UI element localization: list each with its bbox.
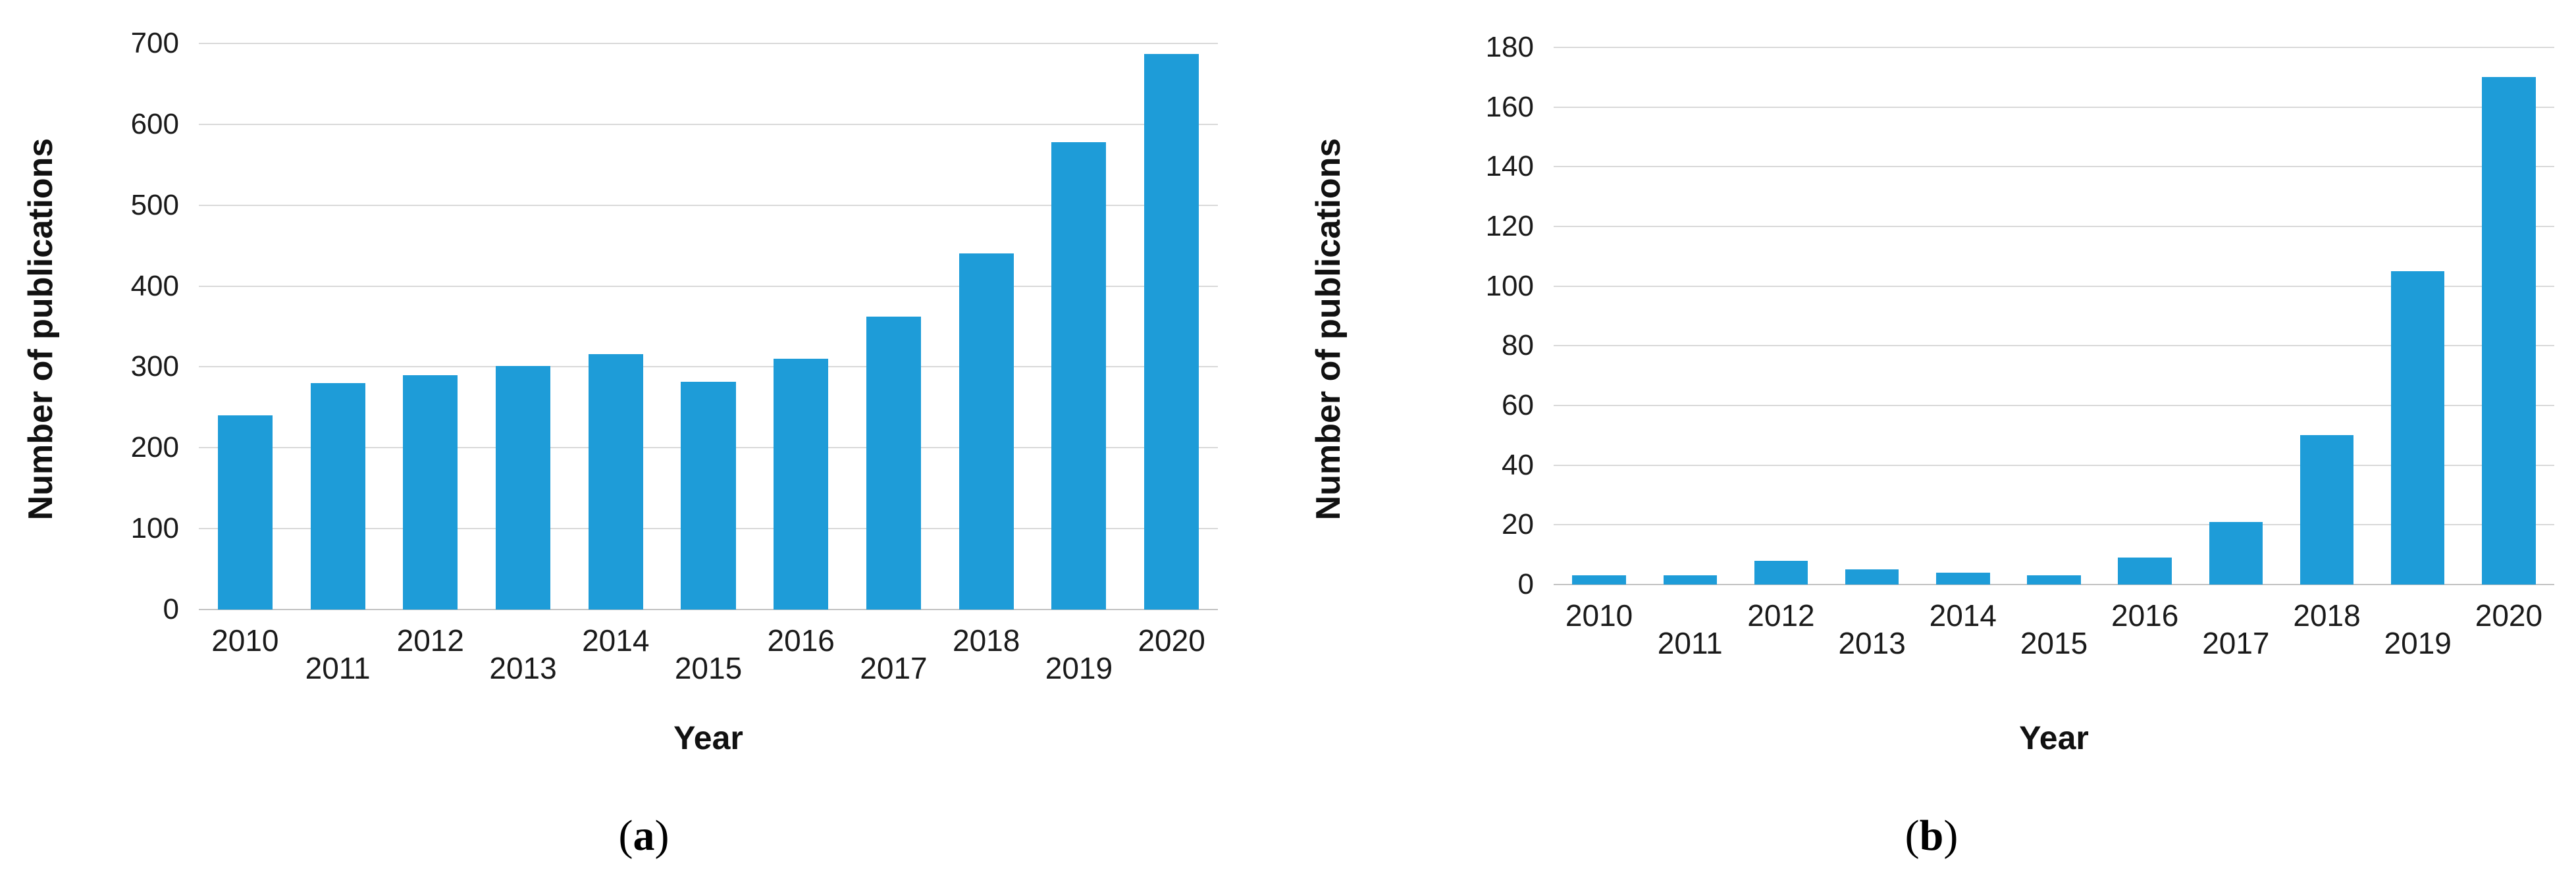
x-tick-label: 2010 <box>211 623 279 658</box>
gridline <box>199 204 1218 206</box>
bar-2020 <box>1144 53 1199 610</box>
gridline <box>199 43 1218 44</box>
x-tick-label: 2012 <box>396 623 464 658</box>
x-tick-label: 2018 <box>2293 598 2361 633</box>
panel-caption: (b) <box>1905 811 1958 861</box>
y-tick-label: 40 <box>1502 448 1534 481</box>
x-tick-label: 2014 <box>1929 598 1997 633</box>
y-tick-label: 60 <box>1502 389 1534 421</box>
plot-area: 0 20 40 60 80 100 120 140 160 180 2010 2011 2012 2013… <box>1486 33 2554 658</box>
y-tick-label: 300 <box>130 350 179 383</box>
chart-panel-a: Number of publications 0 100 200 300 400 500 6… <box>22 29 1218 861</box>
bar-2018 <box>959 253 1014 610</box>
bar-2010 <box>217 415 273 610</box>
x-tick-label: 2017 <box>860 651 928 685</box>
x-tick-label: 2015 <box>2020 626 2088 660</box>
bar-2011 <box>1663 575 1718 585</box>
gridline <box>1554 166 2554 168</box>
gridline <box>1554 405 2554 406</box>
caption-paren-open: ( <box>618 812 633 860</box>
gridline <box>1554 285 2554 287</box>
caption-paren-close: ) <box>1943 812 1958 860</box>
x-tick-label: 2017 <box>2202 626 2270 660</box>
y-tick-label: 500 <box>130 188 179 221</box>
x-tick-label: 2019 <box>1045 651 1113 685</box>
y-tick-label: 20 <box>1502 508 1534 541</box>
x-axis-title: Year <box>673 719 743 756</box>
gridline <box>199 366 1218 368</box>
bar-2012 <box>1754 560 1808 585</box>
x-tick-label: 2010 <box>1565 598 1633 633</box>
x-tick-label: 2013 <box>489 651 557 685</box>
bar-2014 <box>1936 572 1990 585</box>
x-tick-label: 2011 <box>1657 626 1723 660</box>
x-tick-label: 2016 <box>2111 598 2179 633</box>
x-axis-baseline <box>199 609 1218 610</box>
x-tick-label: 2016 <box>767 623 835 658</box>
x-tick-label: 2011 <box>305 651 371 685</box>
caption-paren-open: ( <box>1905 812 1920 860</box>
bar-2010 <box>1572 575 1626 585</box>
bar-2017 <box>866 317 921 610</box>
y-axis-title: Number of publications <box>22 138 60 521</box>
chart-panel-b: Number of publications 0 20 40 60 80 100 120 14… <box>1288 0 2576 886</box>
gridline <box>1554 226 2554 227</box>
y-tick-label: 140 <box>1485 150 1534 183</box>
x-tick-label: 2020 <box>1138 623 1205 658</box>
y-tick-label: 600 <box>130 107 179 140</box>
x-axis-title: Year <box>2019 719 2089 756</box>
x-tick-label: 2015 <box>674 651 743 685</box>
x-tick-label: 2013 <box>1838 626 1906 660</box>
gridline <box>1554 464 2554 466</box>
bar-2017 <box>2209 521 2263 585</box>
gridline <box>1554 106 2554 108</box>
y-tick-label: 200 <box>130 431 179 464</box>
bar-2011 <box>310 383 365 610</box>
bar-2012 <box>403 375 458 610</box>
x-tick-label: 2012 <box>1747 598 1815 633</box>
x-tick-label: 2014 <box>582 623 650 658</box>
y-tick-label: 100 <box>1485 269 1534 302</box>
x-tick-label: 2020 <box>2475 598 2543 633</box>
y-tick-label: 160 <box>1485 90 1534 123</box>
x-tick-label: 2018 <box>953 623 1020 658</box>
y-tick-label: 80 <box>1502 329 1534 362</box>
gridline <box>1554 345 2554 347</box>
y-tick-label: 400 <box>130 269 179 302</box>
y-tick-label: 120 <box>1485 210 1534 242</box>
bar-2013 <box>1845 569 1899 585</box>
plot-area: 0 100 200 300 400 500 600 700 2010 2011 2012 2013 20… <box>131 29 1218 683</box>
y-tick-label: 0 <box>163 593 179 625</box>
y-tick-label: 0 <box>1517 568 1534 600</box>
x-axis-baseline <box>1554 584 2554 585</box>
caption-letter: a <box>633 812 655 860</box>
gridline <box>1554 47 2554 48</box>
gridline <box>199 285 1218 287</box>
bar-2016 <box>774 359 829 610</box>
panel-caption: (a) <box>619 811 670 861</box>
bar-2018 <box>2300 435 2354 585</box>
caption-letter: b <box>1919 812 1944 860</box>
bar-2016 <box>2118 558 2172 585</box>
caption-paren-close: ) <box>654 812 670 860</box>
bar-2015 <box>681 381 736 610</box>
x-tick-label: 2019 <box>2384 626 2452 660</box>
y-tick-label: 700 <box>130 27 179 59</box>
y-axis-title: Number of publications <box>1309 138 1348 521</box>
bar-2019 <box>1051 142 1107 610</box>
bar-2015 <box>2027 575 2081 585</box>
bar-2013 <box>496 366 551 610</box>
gridline <box>199 123 1218 125</box>
bar-2020 <box>2482 77 2536 585</box>
gridline <box>1554 524 2554 526</box>
y-tick-label: 180 <box>1485 31 1534 63</box>
bar-2019 <box>2390 271 2445 585</box>
bar-2014 <box>588 353 643 610</box>
y-tick-label: 100 <box>130 512 179 545</box>
